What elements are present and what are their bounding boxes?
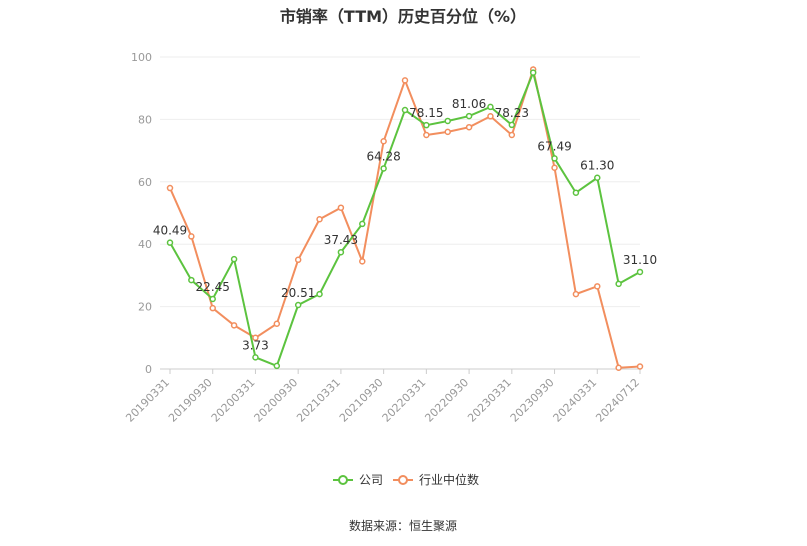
data-point: [529, 69, 537, 76]
x-axis: 2019033120190930202003312020093020210331…: [123, 368, 642, 425]
data-point: [166, 184, 174, 192]
series-line-0: [169, 69, 641, 368]
x-tick-label: 20230930: [508, 376, 557, 425]
data-point: [423, 121, 430, 129]
y-tick-label: 100: [131, 51, 152, 64]
y-tick-label: 0: [145, 363, 152, 376]
data-point: [359, 258, 366, 265]
data-point: [166, 239, 174, 246]
x-tick-label: 20240331: [551, 376, 600, 425]
data-point: [252, 334, 259, 342]
data-point: [230, 322, 238, 329]
data-point: [209, 295, 216, 303]
x-tick-label: 20210331: [294, 376, 343, 425]
series-layer: [166, 65, 644, 372]
legend-label: 行业中位数: [419, 472, 479, 487]
data-label: 64.28: [366, 149, 400, 163]
data-point: [572, 189, 580, 196]
legend-item-0[interactable]: 公司: [333, 473, 383, 487]
data-point: [508, 121, 516, 129]
data-point: [615, 280, 622, 288]
data-point: [316, 290, 323, 298]
legend-swatch-marker: [338, 475, 348, 485]
series-line-1: [169, 65, 641, 369]
data-point: [401, 77, 409, 84]
data-point: [594, 174, 601, 181]
data-point: [294, 256, 302, 264]
data-point: [401, 106, 409, 114]
data-point: [636, 268, 644, 276]
data-label: 67.49: [537, 139, 571, 153]
y-axis: 0 20 40 60 80 100: [131, 51, 152, 376]
y-tick-label: 20: [138, 301, 152, 314]
data-point: [465, 112, 473, 120]
data-point: [337, 248, 345, 256]
x-tick-label: 20220930: [422, 376, 471, 425]
x-tick-label: 20230331: [465, 376, 514, 425]
y-tick-label: 60: [138, 176, 152, 189]
data-point: [380, 137, 387, 145]
data-label: 81.06: [452, 97, 486, 111]
data-point: [444, 117, 451, 125]
data-point: [188, 233, 195, 240]
data-label: 40.49: [153, 224, 187, 238]
data-point: [359, 220, 366, 228]
data-point: [636, 363, 644, 370]
data-labels: 40.49 22.45 3.73 20.51 37.43 64.28 78.15 81.06 7…: [153, 97, 657, 352]
data-point: [273, 362, 281, 370]
data-point: [465, 123, 473, 131]
data-point: [615, 364, 622, 372]
data-label: 37.43: [324, 233, 358, 247]
data-point: [294, 301, 302, 309]
data-point: [273, 320, 281, 328]
data-point: [444, 128, 451, 136]
x-tick-label: 20200331: [209, 376, 258, 425]
data-label: 78.23: [495, 106, 529, 120]
data-point: [551, 164, 558, 172]
data-point: [423, 131, 430, 139]
x-tick-label: 20190930: [166, 376, 215, 425]
chart-grid: [160, 56, 640, 370]
y-tick-label: 80: [138, 113, 152, 126]
data-point: [380, 165, 387, 172]
data-label: 20.51: [281, 286, 315, 300]
legend-swatch-marker: [398, 475, 408, 485]
data-point: [316, 215, 323, 223]
data-point: [572, 290, 580, 298]
data-point: [337, 204, 345, 211]
legend[interactable]: 公司 行业中位数: [333, 472, 479, 487]
legend-label: 公司: [359, 473, 383, 487]
data-point: [594, 283, 601, 290]
data-label: 22.45: [196, 280, 230, 294]
data-point: [487, 113, 494, 120]
data-point: [230, 255, 238, 263]
x-tick-label: 20200930: [252, 376, 301, 425]
chart-title: 市销率（TTM）历史百分位（%）: [280, 7, 526, 26]
data-point: [551, 155, 558, 162]
legend-item-1[interactable]: 行业中位数: [393, 472, 479, 487]
source-note: 数据来源：恒生聚源: [349, 518, 457, 533]
data-point: [487, 103, 494, 111]
x-tick-label: 20220331: [380, 376, 429, 425]
data-point: [508, 131, 516, 139]
data-point: [188, 276, 195, 284]
x-tick-label: 20190331: [123, 376, 172, 425]
data-point: [209, 304, 216, 312]
data-label: 61.30: [580, 159, 614, 173]
data-point: [252, 354, 259, 361]
data-label: 3.73: [242, 338, 269, 352]
x-tick-label: 20240712: [593, 376, 642, 425]
data-label: 31.10: [623, 253, 657, 267]
x-tick-label: 20210930: [337, 376, 386, 425]
data-label: 78.15: [409, 106, 443, 120]
y-tick-label: 40: [138, 238, 152, 251]
